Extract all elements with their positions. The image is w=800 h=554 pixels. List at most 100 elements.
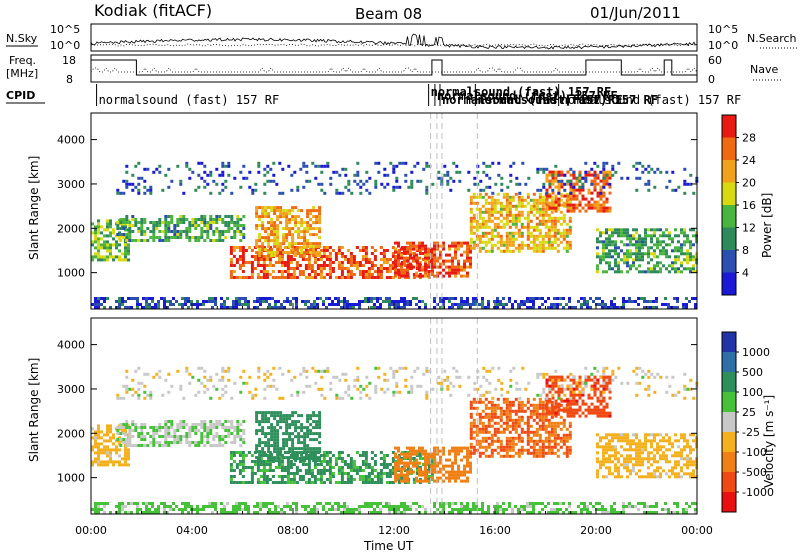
velocity-cell bbox=[288, 414, 292, 418]
power-cell bbox=[397, 306, 400, 309]
velocity-cell bbox=[206, 426, 210, 429]
velocity-cell bbox=[517, 421, 521, 425]
power-cell bbox=[283, 246, 287, 249]
velocity-cell bbox=[303, 435, 307, 439]
velocity-cell bbox=[134, 429, 138, 432]
power-cell bbox=[409, 241, 412, 245]
velocity-cell bbox=[203, 420, 207, 423]
power-cell bbox=[255, 212, 259, 216]
power-cell bbox=[502, 240, 506, 244]
power-cell bbox=[469, 250, 472, 254]
power-cell bbox=[590, 197, 594, 201]
power-cell bbox=[574, 306, 577, 309]
velocity-cell bbox=[505, 409, 509, 413]
velocity-cell bbox=[572, 408, 576, 412]
power-cell bbox=[100, 243, 103, 247]
power-cell bbox=[294, 215, 298, 219]
power-cell bbox=[559, 216, 563, 220]
power-cell bbox=[398, 185, 402, 189]
velocity-cell bbox=[605, 448, 608, 452]
velocity-cell bbox=[309, 438, 313, 442]
velocity-cell bbox=[526, 439, 530, 443]
power-cell bbox=[262, 297, 265, 300]
velocity-cell bbox=[424, 452, 427, 456]
velocity-cell bbox=[520, 415, 524, 419]
power-cell bbox=[542, 170, 546, 174]
velocity-cell bbox=[551, 375, 555, 379]
velocity-cell bbox=[258, 420, 262, 424]
velocity-cell bbox=[282, 447, 286, 451]
velocity-cell bbox=[349, 457, 353, 460]
power-cell bbox=[312, 245, 316, 249]
power-cell bbox=[164, 224, 168, 227]
power-cell bbox=[425, 188, 429, 192]
power-cell bbox=[137, 176, 141, 180]
velocity-cell bbox=[535, 406, 539, 410]
velocity-cell bbox=[514, 418, 518, 422]
velocity-cell bbox=[270, 411, 274, 415]
power-cell bbox=[385, 258, 389, 261]
power-cell bbox=[644, 182, 648, 186]
power-cell bbox=[551, 176, 555, 180]
power-cell bbox=[635, 267, 638, 271]
power-cell bbox=[623, 261, 626, 265]
power-cell bbox=[250, 261, 254, 264]
power-cell bbox=[273, 251, 277, 255]
power-cell bbox=[273, 239, 277, 243]
velocity-cell bbox=[421, 473, 424, 477]
power-cell bbox=[568, 219, 572, 223]
power-cell bbox=[677, 249, 680, 253]
power-cell bbox=[376, 270, 380, 273]
power-cell bbox=[526, 234, 530, 238]
power-cell bbox=[313, 273, 317, 276]
power-cell bbox=[412, 265, 415, 269]
power-cell bbox=[686, 237, 689, 241]
power-cell bbox=[538, 192, 542, 196]
velocity-cell bbox=[502, 427, 506, 431]
power-cell bbox=[242, 164, 246, 168]
velocity-cell bbox=[496, 439, 500, 443]
power-cell bbox=[288, 221, 292, 225]
velocity-cell bbox=[599, 445, 602, 449]
velocity-cell bbox=[547, 406, 551, 410]
velocity-cell bbox=[276, 429, 280, 433]
power-cell bbox=[127, 297, 130, 300]
power-cell bbox=[188, 236, 192, 239]
power-cell bbox=[137, 188, 141, 192]
power-cell bbox=[116, 188, 120, 192]
power-cell bbox=[565, 243, 569, 247]
velocity-cell bbox=[173, 432, 177, 435]
power-cell bbox=[424, 306, 427, 309]
power-cell bbox=[244, 297, 247, 300]
velocity-cell bbox=[520, 451, 524, 455]
velocity-cell bbox=[103, 433, 106, 437]
power-cell bbox=[124, 300, 127, 303]
velocity-cell bbox=[94, 430, 97, 434]
power-cell bbox=[545, 191, 549, 195]
power-cell bbox=[328, 297, 331, 300]
power-cell bbox=[250, 276, 254, 279]
velocity-cell bbox=[261, 420, 265, 424]
velocity-cell bbox=[325, 463, 329, 466]
velocity-cell bbox=[532, 445, 536, 449]
power-cell bbox=[554, 209, 558, 213]
power-cell bbox=[288, 209, 292, 213]
velocity-cell bbox=[325, 451, 329, 454]
power-cell bbox=[644, 270, 647, 274]
velocity-cell bbox=[128, 444, 132, 447]
velocity-cell bbox=[566, 408, 570, 412]
power-cell bbox=[158, 236, 162, 239]
power-cell bbox=[355, 267, 359, 270]
power-cell bbox=[575, 206, 579, 210]
power-colorbar-label: Power [dB] bbox=[760, 193, 774, 258]
power-cell bbox=[169, 303, 172, 306]
power-cell bbox=[279, 212, 283, 216]
power-cell bbox=[454, 250, 457, 254]
power-cell bbox=[584, 161, 588, 165]
power-cell bbox=[665, 234, 668, 238]
power-cell bbox=[125, 170, 129, 174]
velocity-cell bbox=[155, 432, 159, 435]
velocity-cell bbox=[544, 439, 548, 443]
velocity-cell bbox=[304, 472, 308, 475]
power-cell bbox=[406, 259, 409, 263]
